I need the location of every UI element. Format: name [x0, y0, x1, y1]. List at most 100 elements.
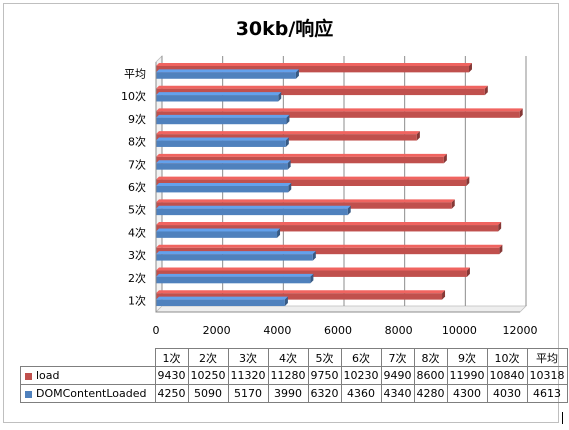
bar-DOMContentLoaded — [156, 140, 286, 147]
table-cell: 4250 — [154, 384, 189, 403]
table-cell: 9490 — [380, 366, 415, 385]
bar-load — [156, 202, 452, 209]
bar-end — [466, 267, 470, 277]
bar-end — [286, 114, 290, 125]
bar-DOMContentLoaded — [156, 186, 289, 193]
bar-top — [156, 137, 289, 141]
bar-top — [156, 183, 292, 186]
bar-top — [156, 131, 420, 135]
bar-load — [156, 179, 467, 186]
bar-end — [443, 153, 447, 164]
bar-load — [156, 225, 499, 232]
table-cell: 11320 — [227, 366, 269, 385]
bar-DOMContentLoaded — [156, 117, 287, 125]
bar-top — [156, 199, 455, 203]
series-name: load — [36, 369, 60, 382]
table-cell: 4340 — [380, 384, 415, 403]
legend-key-icon — [25, 390, 32, 398]
bar-DOMContentLoaded — [156, 72, 296, 79]
bar-end — [347, 205, 351, 216]
table-cell: 4300 — [446, 384, 488, 403]
legend-key-icon — [25, 372, 32, 380]
data-table: 1次 2次 3次 4次 5次 6次 7次 8次 9次 10次 平均 load 9430 10250 1132… — [20, 348, 568, 403]
table-cell: 10318 — [526, 366, 568, 385]
bar-end — [284, 296, 288, 307]
y-tick-label: 4次 — [128, 225, 146, 239]
bar-top — [156, 92, 282, 96]
table-cell: 8600 — [413, 366, 448, 385]
bar-top — [156, 290, 446, 294]
bar-end — [312, 251, 316, 261]
table-row: DOMContentLoaded 4250 5090 5170 3990 6320 4360… — [20, 384, 568, 403]
x-tick-label: 8000 — [385, 324, 413, 337]
table-cell: 10840 — [486, 366, 528, 385]
table-cell: 4030 — [486, 384, 528, 403]
bar-end — [451, 199, 455, 209]
series-name: DOMContentLoaded — [36, 387, 147, 400]
table-header-row: 1次 2次 3次 4次 5次 6次 7次 8次 9次 10次 平均 — [21, 348, 568, 367]
bar-top — [156, 273, 314, 277]
table-cell: 4360 — [340, 384, 382, 403]
bar-DOMContentLoaded — [156, 299, 285, 307]
bar-end — [468, 62, 472, 73]
bar-DOMContentLoaded — [156, 163, 288, 170]
y-tick-label: 平均 — [124, 67, 146, 80]
table-header-cell: 1次 — [154, 348, 189, 367]
table-cell: 11280 — [267, 366, 309, 385]
bar-top — [156, 251, 316, 255]
x-tick-label: 0 — [153, 324, 160, 337]
y-tick-label: 10次 — [121, 89, 146, 103]
bar-top — [156, 108, 523, 112]
y-tick-label: 8次 — [128, 135, 146, 149]
bar-DOMContentLoaded — [156, 208, 348, 216]
bar-load — [156, 134, 417, 141]
table-cell: 5170 — [227, 384, 269, 403]
y-tick-label: 1次 — [128, 294, 146, 308]
bar-load — [156, 293, 443, 300]
bar-end — [484, 85, 488, 96]
bar-top — [156, 69, 299, 73]
bar-top — [156, 160, 291, 164]
bar-top — [156, 267, 470, 271]
chart-title: 30kb/响应 — [235, 18, 334, 40]
bar-top — [156, 176, 470, 180]
table-cell: 4280 — [413, 384, 448, 403]
table-header-cell: 4次 — [267, 348, 309, 367]
table-header-cell: 5次 — [307, 348, 342, 367]
bar-end — [416, 131, 420, 141]
bar-end — [277, 228, 281, 238]
x-tick-label: 6000 — [324, 324, 352, 337]
bar-top — [156, 205, 351, 209]
table-header-cell: 8次 — [413, 348, 448, 367]
table-cell: 10250 — [187, 366, 229, 385]
bar-end — [295, 69, 299, 79]
table-header-cell: 10次 — [486, 348, 528, 367]
bar-load — [156, 156, 444, 164]
bar-end — [288, 183, 292, 193]
bar-end — [287, 160, 291, 170]
table-cell: 4613 — [526, 384, 568, 403]
bar-load — [156, 111, 520, 118]
legend-label: DOMContentLoaded — [20, 384, 156, 403]
x-tick-label: 12000 — [503, 324, 538, 337]
y-tick-label: 7次 — [128, 157, 146, 171]
bar-end — [310, 273, 314, 284]
table-cell: 6320 — [307, 384, 342, 403]
floor — [155, 305, 527, 313]
table-header-cell: 2次 — [187, 348, 229, 367]
table-header-cell: 9次 — [446, 348, 488, 367]
table-header-cell: 7次 — [380, 348, 415, 367]
x-tick-label: 4000 — [263, 324, 291, 337]
y-tick-label: 6次 — [128, 180, 146, 194]
x-tick-label: 2000 — [203, 324, 231, 337]
table-cell: 9430 — [154, 366, 189, 385]
bar-end — [442, 290, 446, 300]
bar-end — [278, 92, 282, 102]
bar-end — [499, 244, 503, 255]
bar-top — [156, 114, 290, 118]
bar-DOMContentLoaded — [156, 254, 313, 261]
bar-DOMContentLoaded — [156, 231, 278, 238]
x-tick-label: 10000 — [442, 324, 477, 337]
cursor-mark — [562, 412, 563, 424]
